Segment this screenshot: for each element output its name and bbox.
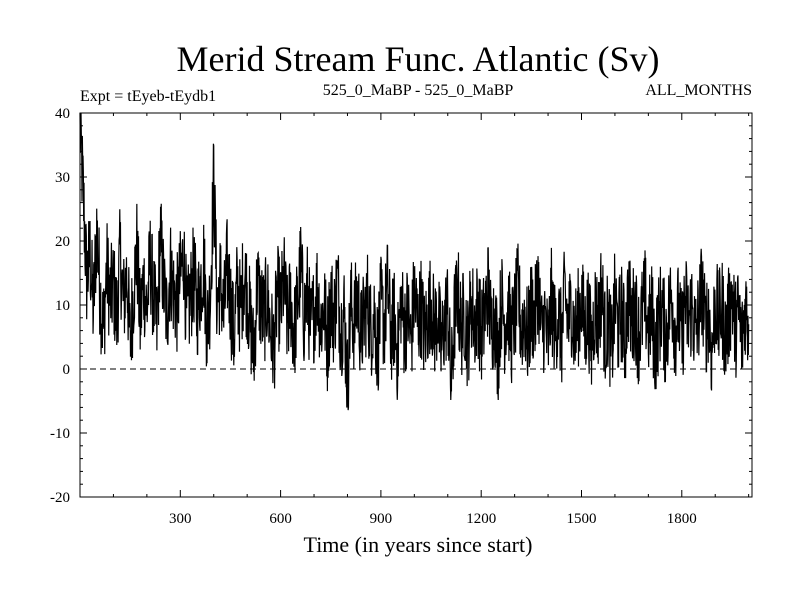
x-tick-label: 900 (370, 511, 393, 527)
y-tick-label: 40 (55, 106, 70, 122)
chart-subtitle-right: ALL_MONTHS (645, 82, 752, 99)
series-line (79, 112, 750, 411)
x-tick-label: 300 (169, 511, 192, 527)
y-tick-label: 20 (55, 234, 70, 250)
x-tick-label: 1500 (566, 511, 596, 527)
y-tick-label: 30 (55, 170, 70, 186)
data-series (79, 112, 750, 411)
x-axis-label: Time (in years since start) (304, 532, 533, 557)
y-tick-label: 10 (55, 298, 70, 314)
chart-subtitle-left: Expt = tEyeb-tEydb1 (80, 88, 216, 105)
y-tick-label: -10 (50, 426, 70, 442)
x-tick-label: 1200 (466, 511, 496, 527)
axes: -20 -10 0 10 20 30 40 300 600 900 1200 1500 1800 (50, 106, 752, 527)
chart-title: Merid Stream Func. Atlantic (Sv) (177, 39, 660, 79)
x-tick-label: 600 (269, 511, 292, 527)
x-tick-label: 1800 (667, 511, 697, 527)
chart-subtitle-center: 525_0_MaBP - 525_0_MaBP (323, 82, 514, 99)
y-tick-label: 0 (63, 362, 71, 378)
y-tick-label: -20 (50, 490, 70, 506)
